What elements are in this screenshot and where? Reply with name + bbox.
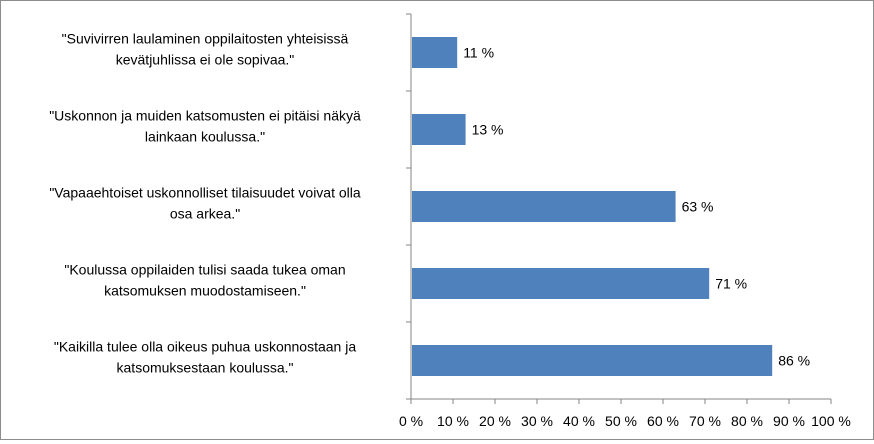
x-tick-label: 40 % (563, 413, 595, 429)
category-label: "Koulussa oppilaiden tulisi saada tukea … (64, 262, 345, 299)
x-tick-label: 100 % (811, 413, 851, 429)
x-tick-labels: 0 % 10 % 20 % 30 % 40 % 50 % 60 % 70 % 80 % 90 % 1… (399, 413, 851, 429)
bar (412, 37, 458, 68)
bar (412, 114, 466, 145)
data-label: 63 % (682, 199, 714, 215)
bars (412, 37, 773, 376)
data-label: 13 % (472, 122, 504, 138)
category-label-line: katsomuksen muodostamiseen." (104, 283, 306, 299)
axes (406, 13, 832, 404)
bar (412, 345, 773, 376)
category-label-line: "Kaikilla tulee olla oikeus puhua uskonn… (54, 339, 356, 355)
x-tick-label: 30 % (521, 413, 553, 429)
x-tick-label: 0 % (399, 413, 423, 429)
category-label-line: "Koulussa oppilaiden tulisi saada tukea … (64, 262, 345, 278)
category-label-line: "Suvivirren laulaminen oppilaitosten yht… (62, 31, 349, 47)
category-label: "Kaikilla tulee olla oikeus puhua uskonn… (54, 339, 356, 376)
category-label-line: "Vapaaehtoiset uskonnolliset tilaisuudet… (49, 185, 361, 201)
bar (412, 191, 676, 222)
bar (412, 268, 710, 299)
category-label: "Uskonnon ja muiden katsomusten ei pitäi… (49, 108, 361, 145)
category-label: "Vapaaehtoiset uskonnolliset tilaisuudet… (49, 185, 361, 222)
category-label: "Suvivirren laulaminen oppilaitosten yht… (62, 31, 349, 68)
data-label: 71 % (715, 276, 747, 292)
category-label-line: kevätjuhlissa ei ole sopivaa." (116, 52, 295, 68)
category-label-line: "Uskonnon ja muiden katsomusten ei pitäi… (49, 108, 361, 124)
x-tick-label: 60 % (647, 413, 679, 429)
x-tick-label: 90 % (773, 413, 805, 429)
x-tick-label: 50 % (605, 413, 637, 429)
x-tick-label: 70 % (689, 413, 721, 429)
data-labels: 11 % 13 % 63 % 71 % 86 % (463, 45, 810, 369)
data-label: 86 % (778, 353, 810, 369)
category-labels: "Suvivirren laulaminen oppilaitosten yht… (49, 31, 361, 376)
category-label-line: lainkaan koulussa." (145, 129, 265, 145)
x-tick-label: 10 % (437, 413, 469, 429)
data-label: 11 % (463, 45, 494, 61)
category-label-line: osa arkea." (170, 206, 240, 222)
x-tick-label: 20 % (479, 413, 511, 429)
category-label-line: katsomuksestaan koulussa." (117, 360, 294, 376)
x-tick-label: 80 % (731, 413, 763, 429)
